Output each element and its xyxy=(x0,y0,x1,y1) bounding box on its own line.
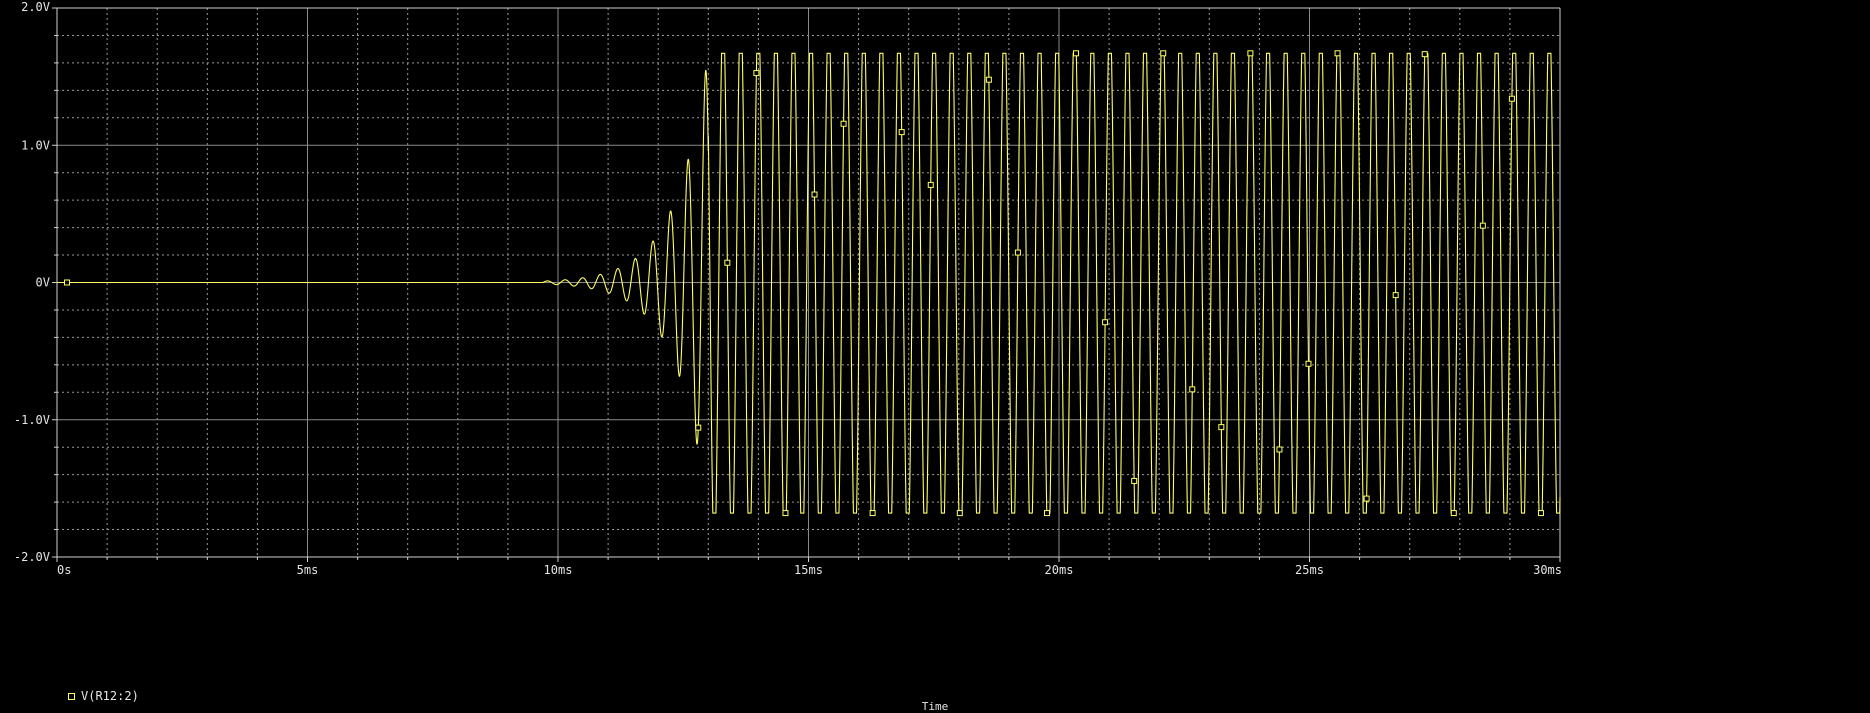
x-tick-label: 15ms xyxy=(794,563,823,577)
data-point-marker xyxy=(1247,50,1254,57)
data-point-marker xyxy=(1014,249,1021,256)
data-point-marker xyxy=(1102,319,1109,326)
x-tick-label: 0s xyxy=(57,563,71,577)
data-point-marker xyxy=(869,510,876,517)
data-point-marker xyxy=(1276,446,1283,453)
legend-label: V(R12:2) xyxy=(81,689,139,703)
data-point-marker xyxy=(1334,50,1341,57)
data-point-marker xyxy=(1073,50,1080,57)
series-markers xyxy=(64,50,1544,517)
data-point-marker xyxy=(753,70,760,77)
data-point-marker xyxy=(1189,386,1196,393)
data-point-marker xyxy=(811,191,818,198)
data-point-marker xyxy=(1421,51,1428,58)
plot-background xyxy=(0,0,1870,690)
data-point-marker xyxy=(1160,50,1167,57)
data-point-marker xyxy=(1537,510,1544,517)
square-marker-icon xyxy=(68,692,75,700)
data-point-marker xyxy=(927,181,934,188)
x-tick-label: 20ms xyxy=(1045,563,1074,577)
y-tick-label: 1.0V xyxy=(21,138,50,152)
data-point-marker xyxy=(985,76,992,83)
y-tick-label: 0V xyxy=(36,276,50,290)
x-tick-label: 30ms xyxy=(1533,563,1562,577)
data-point-marker xyxy=(1131,477,1138,484)
data-point-marker xyxy=(1508,95,1515,102)
data-point-marker xyxy=(898,129,905,136)
data-point-marker xyxy=(1043,510,1050,517)
x-tick-label: 25ms xyxy=(1295,563,1324,577)
y-tick-label: -2.0V xyxy=(14,550,50,564)
data-point-marker xyxy=(1363,495,1370,502)
series-line-v-r12-2[interactable] xyxy=(57,52,1561,514)
data-point-marker xyxy=(1392,292,1399,299)
data-point-marker xyxy=(1479,222,1486,229)
y-tick-label: 2.0V xyxy=(21,0,50,14)
y-tick-label: -1.0V xyxy=(14,413,50,427)
waveform-plot: 0s 5ms 10ms 15ms 20ms 25ms 30ms -2.0V -1.0V 0V 1.0… xyxy=(0,0,1870,690)
x-tick-label: 5ms xyxy=(297,563,319,577)
data-point-marker xyxy=(840,120,847,127)
data-point-marker xyxy=(695,424,702,431)
data-point-marker xyxy=(1218,424,1225,431)
tick-labels: 0s 5ms 10ms 15ms 20ms 25ms 30ms -2.0V -1.0V 0V 1.0… xyxy=(14,0,1562,577)
series-layer xyxy=(57,50,1561,517)
data-point-marker xyxy=(956,510,963,517)
data-point-marker xyxy=(1305,360,1312,367)
data-point-marker xyxy=(782,510,789,517)
data-point-marker xyxy=(724,259,731,266)
data-point-marker xyxy=(1450,510,1457,517)
x-axis-title: Time xyxy=(921,700,949,713)
legend-item[interactable]: V(R12:2) xyxy=(68,688,139,704)
x-tick-label: 10ms xyxy=(544,563,573,577)
data-point-marker xyxy=(64,279,71,286)
